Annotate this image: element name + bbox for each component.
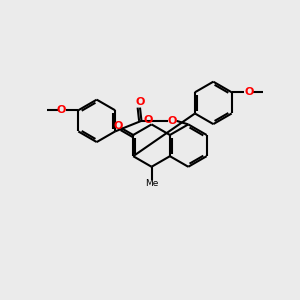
- Text: O: O: [113, 121, 123, 131]
- Text: O: O: [167, 116, 177, 126]
- Text: O: O: [135, 97, 145, 107]
- Text: O: O: [244, 87, 254, 97]
- Text: O: O: [144, 115, 153, 125]
- Text: Me: Me: [145, 179, 158, 188]
- Text: O: O: [56, 105, 66, 115]
